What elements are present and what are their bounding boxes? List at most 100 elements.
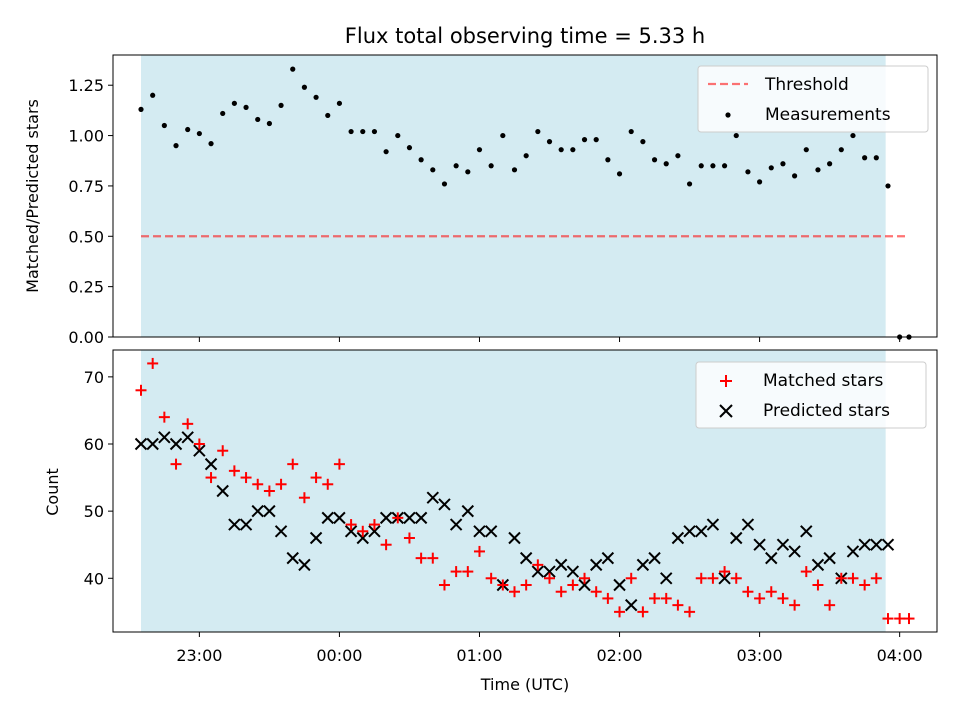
- legend-measurements-swatch: [725, 112, 731, 118]
- x-axis-label: Time (UTC): [480, 675, 569, 694]
- measurement-point: [465, 169, 471, 175]
- matched-point: [894, 613, 906, 625]
- matched-point: [263, 485, 275, 497]
- measurement-point: [698, 163, 704, 169]
- matched-point: [345, 519, 357, 531]
- measurement-point: [371, 128, 378, 135]
- measurement-point: [546, 139, 553, 145]
- measurement-point: [873, 155, 879, 161]
- measurement-point: [511, 167, 518, 173]
- top-axes-frame: [112, 54, 938, 338]
- matched-point: [228, 465, 240, 477]
- predicted-point: [228, 518, 241, 531]
- measurement-point: [150, 92, 156, 98]
- x-tick-label: 01:00: [456, 646, 502, 665]
- measurement-point: [360, 128, 366, 135]
- matched-point: [800, 566, 812, 578]
- predicted-point: [823, 551, 836, 565]
- measurement-point: [651, 157, 658, 163]
- bottom-legend: Matched stars Predicted stars: [695, 361, 927, 429]
- measurement-point: [313, 94, 319, 100]
- matched-point: [333, 458, 345, 470]
- predicted-point: [286, 551, 299, 565]
- measurement-point: [231, 100, 237, 106]
- matched-point: [672, 599, 684, 611]
- matched-point: [812, 579, 824, 591]
- measurement-point: [383, 149, 389, 155]
- bottom-y-tick-label: 70: [84, 368, 104, 387]
- predicted-point: [426, 491, 440, 504]
- top-y-axis-label: Matched/Predicted stars: [23, 99, 42, 293]
- matched-point: [135, 384, 147, 396]
- bottom-y-tick-label: 40: [84, 569, 104, 588]
- measurement-point: [803, 147, 809, 153]
- predicted-point: [625, 598, 638, 612]
- bottom-axes-frame: [112, 349, 938, 633]
- predicted-point: [309, 531, 323, 545]
- predicted-point: [461, 504, 475, 518]
- matched-point: [555, 586, 567, 598]
- matched-point: [497, 579, 509, 591]
- predicted-point: [706, 518, 720, 531]
- predicted-point: [204, 457, 218, 471]
- matched-point: [649, 592, 661, 604]
- predicted-point: [776, 538, 790, 551]
- measurement-point: [208, 141, 214, 147]
- x-tick-label: 03:00: [737, 646, 783, 665]
- measurement-point: [792, 173, 798, 179]
- legend-predicted-swatch: [719, 404, 733, 418]
- predicted-point: [438, 498, 451, 511]
- legend-threshold-label: Threshold: [764, 75, 849, 95]
- matched-point: [450, 566, 462, 578]
- measurement-point: [138, 106, 144, 112]
- measurement-point: [441, 181, 448, 187]
- measurement-point: [418, 157, 424, 163]
- measurement-point: [336, 100, 343, 106]
- predicted-point: [881, 538, 895, 551]
- predicted-point: [414, 511, 428, 525]
- x-tick-label: 23:00: [176, 646, 222, 665]
- measurement-point: [640, 139, 646, 145]
- matched-point: [882, 613, 894, 625]
- matched-point: [217, 445, 229, 457]
- top-legend: Threshold Measurements: [697, 65, 929, 133]
- matched-point: [240, 472, 252, 484]
- matched-point: [205, 472, 217, 484]
- legend-measurements-label: Measurements: [765, 105, 891, 125]
- predicted-point: [403, 511, 416, 525]
- predicted-point: [321, 511, 334, 525]
- predicted-point: [251, 504, 264, 518]
- matched-point: [870, 572, 882, 584]
- predicted-point: [239, 518, 253, 531]
- measurement-point: [862, 155, 868, 161]
- measurement-point: [266, 120, 272, 127]
- measurement-point: [756, 179, 763, 185]
- legend-matched-swatch: [720, 375, 732, 387]
- matched-point: [835, 572, 847, 584]
- matched-point: [462, 566, 474, 578]
- matched-point: [368, 519, 380, 531]
- predicted-point: [578, 578, 591, 592]
- matched-point: [508, 586, 520, 598]
- measurement-point: [348, 128, 354, 135]
- predicted-point: [741, 518, 755, 531]
- measurement-point: [523, 153, 529, 159]
- matched-point: [403, 532, 415, 544]
- predicted-point: [181, 431, 194, 444]
- measurement-point: [570, 147, 576, 153]
- predicted-point: [566, 565, 580, 578]
- measurement-point: [768, 165, 774, 171]
- predicted-point: [484, 525, 498, 538]
- measurement-point: [721, 163, 728, 169]
- predicted-point: [718, 572, 731, 585]
- predicted-point: [683, 525, 696, 538]
- matched-point: [485, 572, 497, 584]
- predicted-point: [473, 525, 486, 538]
- matched-point: [765, 586, 777, 598]
- matched-point: [730, 572, 742, 584]
- predicted-point: [146, 437, 159, 451]
- matched-point: [158, 411, 170, 423]
- top-y-tick-label: 0.50: [68, 227, 104, 246]
- measurement-point: [815, 167, 821, 173]
